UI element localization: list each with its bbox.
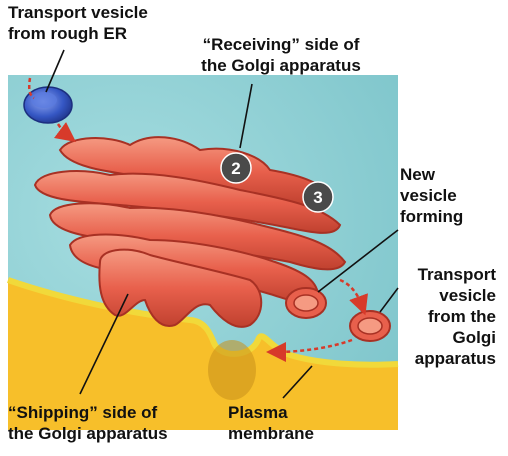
- label-er-vesicle: Transport vesicle from rough ER: [8, 3, 148, 43]
- step-badge-2: 2: [220, 152, 252, 184]
- to-membrane-arrow: [266, 338, 353, 362]
- golgi-shipping-lobe: [98, 248, 263, 328]
- budding-arrow: [339, 278, 368, 316]
- label-new-vesicle: New vesicle forming: [400, 165, 464, 226]
- label-golgi-vesicle: Transport vesicle from the Golgi apparat…: [414, 265, 496, 368]
- golgi-transport-vesicle: [349, 310, 391, 342]
- label-shipping-side: “Shipping” side of the Golgi apparatus: [8, 403, 168, 443]
- leader-receiving: [239, 83, 253, 149]
- cell-exterior: [8, 282, 398, 430]
- leader-new-vesicle: [317, 229, 399, 293]
- svg-text:2: 2: [231, 159, 240, 178]
- leader-er-vesicle: [45, 49, 65, 93]
- label-plasma-membrane: Plasma membrane: [228, 403, 314, 443]
- er-transport-vesicle: [23, 86, 73, 124]
- leader-lines: [45, 49, 399, 399]
- membrane-shadow: [208, 340, 256, 400]
- er-to-golgi-arrow: [53, 121, 76, 143]
- leader-membrane: [282, 365, 313, 399]
- leader-golgi-vesicle: [379, 287, 399, 313]
- label-receiving-side: “Receiving” side of the Golgi apparatus: [201, 35, 361, 75]
- step-badge-3: 3: [302, 181, 334, 213]
- new-vesicle-forming: [285, 287, 327, 319]
- golgi-apparatus: [33, 136, 347, 328]
- svg-text:3: 3: [313, 188, 322, 207]
- leader-shipping: [79, 293, 129, 395]
- er-vesicle-path-arrow: [27, 77, 35, 100]
